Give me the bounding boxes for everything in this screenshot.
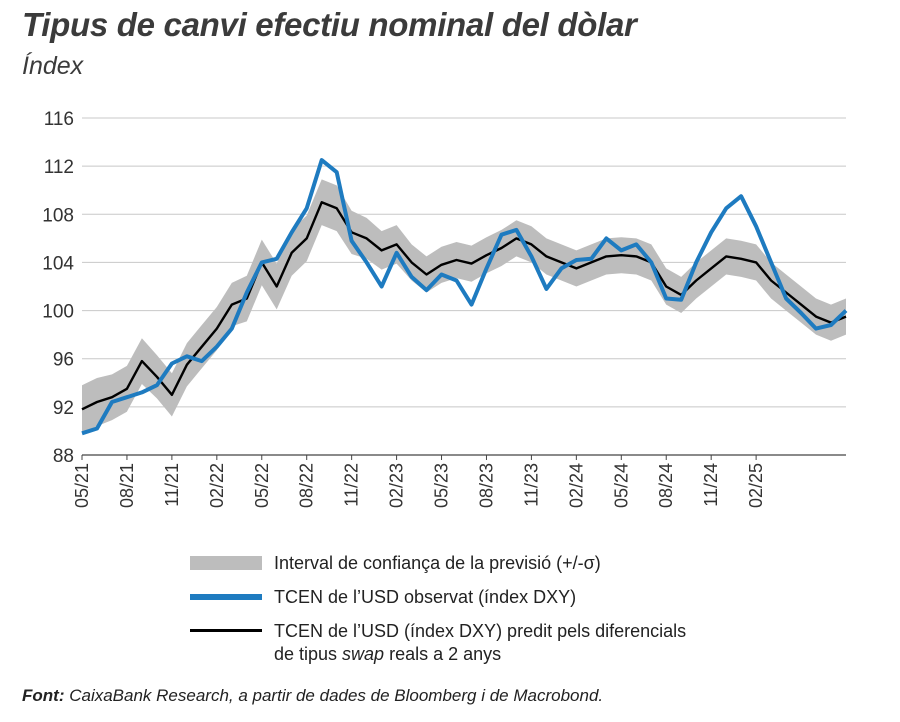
series-line-observed	[81, 158, 848, 436]
confidence-band	[82, 179, 846, 434]
x-tick-label: 02/25	[746, 463, 766, 508]
legend-label-predicted-swap: swap	[342, 644, 385, 664]
x-tick-label: 11/23	[521, 463, 541, 507]
y-tick-label: 104	[42, 253, 74, 274]
source-text: CaixaBank Research, a partir de dades de…	[64, 686, 604, 705]
x-tick-label: 02/24	[566, 463, 586, 508]
legend-label-predicted-line2-pre: de tipus	[274, 644, 343, 664]
legend-item-band: Interval de confiança de la previsió (+/…	[190, 548, 790, 582]
x-tick-label: 08/24	[656, 463, 676, 508]
legend-label-predicted-line2-post: reals a 2 anys	[384, 644, 502, 664]
x-tick-label: 11/21	[162, 463, 182, 507]
confidence-band-area	[82, 179, 846, 434]
legend-label-observed: TCEN de l’USD observat (índex DXY)	[274, 587, 577, 607]
chart-title: Tipus de canvi efectiu nominal del dòlar	[22, 6, 637, 43]
legend-item-observed: TCEN de l’USD observat (índex DXY)	[190, 582, 790, 616]
legend-label-band: Interval de confiança de la previsió (+/…	[274, 553, 601, 573]
legend-item-predicted: TCEN de l’USD (índex DXY) predit pels di…	[190, 616, 790, 672]
x-tick-label: 05/24	[611, 463, 631, 508]
y-tick-label: 116	[44, 109, 74, 130]
x-tick-label: 05/22	[252, 463, 272, 508]
y-tick-label: 112	[44, 157, 74, 178]
x-tick-label: 08/23	[476, 463, 496, 508]
source-note: Font: CaixaBank Research, a partir de da…	[22, 686, 603, 706]
legend-swatch-predicted	[190, 629, 262, 632]
x-tick-label: 02/22	[207, 463, 227, 508]
y-tick-label: 100	[42, 302, 74, 323]
x-tick-label: 08/21	[117, 463, 137, 508]
y-tick-label: 108	[42, 205, 74, 226]
x-tick-label: 11/24	[701, 463, 721, 507]
x-tick-label: 05/21	[72, 463, 92, 508]
x-tick-label: 11/22	[342, 463, 362, 507]
legend-label-predicted: TCEN de l’USD (índex DXY) predit pels di…	[274, 620, 686, 666]
x-tick-label: 05/23	[432, 463, 452, 508]
line-chart: 88 92 96 100 104 108 112 116 05/21 08/21 11/21 02/…	[42, 109, 848, 508]
x-tick-labels: 05/21 08/21 11/21 02/22 05/22 08/22 11/22 02/23…	[72, 455, 766, 508]
chart-subtitle: Índex	[22, 52, 84, 80]
legend-label-predicted-line1: TCEN de l’USD (índex DXY) predit pels di…	[274, 621, 687, 641]
source-label: Font:	[22, 686, 65, 705]
y-tick-labels: 88 92 96 100 104 108 112 116	[42, 109, 74, 467]
legend-swatch-band	[190, 556, 262, 570]
legend-swatch-observed	[190, 594, 262, 600]
series-line-predicted	[81, 201, 847, 411]
y-tick-label: 96	[53, 350, 74, 371]
x-tick-label: 02/23	[387, 463, 407, 508]
x-tick-label: 08/22	[297, 463, 317, 508]
y-tick-label: 92	[53, 398, 74, 419]
legend: Interval de confiança de la previsió (+/…	[190, 548, 790, 672]
series-lines	[81, 158, 848, 436]
y-tick-label: 88	[53, 446, 74, 467]
